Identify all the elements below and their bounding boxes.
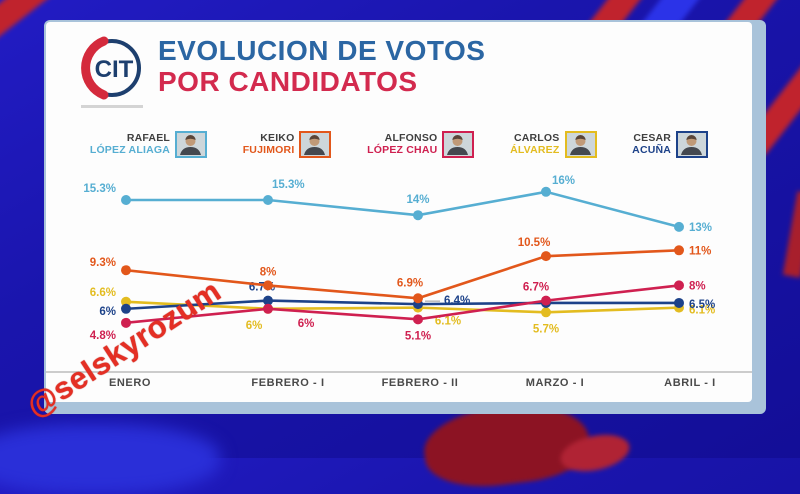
- candidate-photo: [299, 130, 332, 158]
- chart-point-label: 5.7%: [533, 323, 559, 335]
- chart-dot: [674, 221, 684, 232]
- chart-dot: [541, 307, 551, 318]
- title-line-2: POR CANDIDATOS: [158, 65, 418, 97]
- chart-point-label: 6.6%: [90, 287, 116, 299]
- chart-dot: [674, 297, 684, 308]
- chart-point-label: 8%: [689, 280, 706, 292]
- chart-dot: [541, 295, 551, 306]
- legend-item-lopez-aliaga: RAFAEL LÓPEZ ALIAGA: [89, 130, 208, 158]
- chart-point-label: 8%: [260, 266, 277, 278]
- chart-point-label: 5.1%: [405, 330, 431, 342]
- chart-line: [126, 190, 680, 229]
- candidate-name: CESAR ACUÑA: [632, 131, 672, 156]
- x-axis-line: [46, 371, 752, 373]
- card-frame: CIT EVOLUCION DE VOTOS POR CANDIDATOS RA…: [44, 20, 766, 414]
- candidates-legend: RAFAEL LÓPEZ ALIAGA KEIKO FUJIMORI ALFON…: [46, 122, 752, 166]
- chart-point-label: 15.3%: [83, 183, 116, 195]
- chart-point-label: 6.5%: [689, 299, 715, 311]
- chart-dot: [121, 194, 131, 205]
- candidate-name: ALFONSO LÓPEZ CHAU: [367, 131, 438, 156]
- chart-dot: [674, 245, 684, 256]
- legend-item-fujimori: KEIKO FUJIMORI: [242, 130, 332, 158]
- candidate-name: RAFAEL LÓPEZ ALIAGA: [89, 131, 171, 156]
- x-tick-label: ENERO: [108, 377, 152, 389]
- chart-point-label: 6.4%: [444, 295, 470, 307]
- chart-point-label: 6%: [99, 306, 116, 318]
- background-blue-glow: [0, 424, 220, 494]
- background-stripe: [782, 191, 800, 278]
- chart-dot: [263, 295, 273, 306]
- chart-point-label: 9.3%: [90, 257, 116, 269]
- chart-dot: [413, 293, 423, 304]
- chart-point-label: 6.7%: [523, 282, 549, 294]
- chart-dot: [121, 296, 131, 307]
- line-chart: 15.3% 15.3% 14% 16% 13% 6.6% 6% 6.1% 5.7% 6.1% 6% 6…: [83, 175, 715, 343]
- chart-dot: [121, 303, 131, 314]
- legend-item-acuna: CESAR ACUÑA: [632, 130, 709, 158]
- x-tick-label: MARZO - I: [525, 377, 585, 389]
- chart-point-label: 10.5%: [518, 237, 551, 249]
- chart-dot: [674, 280, 684, 291]
- logo-caption: [81, 105, 143, 108]
- card-header: CIT EVOLUCION DE VOTOS POR CANDIDATOS: [46, 22, 752, 122]
- chart-point-label: 6.9%: [397, 277, 423, 289]
- cit-logo-icon: CIT: [81, 36, 141, 100]
- chart-point-label: 6.1%: [689, 305, 715, 317]
- chart-dot: [121, 265, 131, 276]
- chart-point-label: 6.1%: [435, 316, 461, 328]
- x-tick-label: ABRIL - I: [664, 377, 716, 389]
- chart-point-label: 4.8%: [90, 330, 116, 342]
- candidate-photo: [442, 130, 475, 158]
- candidate-name: KEIKO FUJIMORI: [242, 131, 295, 156]
- chart-dot: [263, 303, 273, 314]
- title-line-1: EVOLUCION DE VOTOS: [158, 35, 486, 66]
- chart-dot: [541, 251, 551, 262]
- svg-text:CIT: CIT: [95, 56, 134, 83]
- chart-point-label: 13%: [689, 222, 712, 234]
- chart-dot: [541, 186, 551, 197]
- x-axis-labels: ENERO FEBRERO - I FEBRERO - II MARZO - I…: [46, 377, 752, 397]
- chart-point-label: 11%: [689, 245, 711, 257]
- candidate-photo: [564, 130, 597, 158]
- chart-dot: [263, 280, 273, 291]
- chart-dot: [413, 314, 423, 325]
- x-tick-label: FEBRERO - II: [381, 377, 459, 389]
- chart-dot: [263, 194, 273, 205]
- chart-point-label: 15.3%: [272, 179, 305, 191]
- chart-point-label: 6%: [246, 320, 263, 332]
- chart-dot: [413, 210, 423, 221]
- x-tick-label: FEBRERO - I: [251, 377, 325, 389]
- chart-point-label: 14%: [406, 194, 429, 206]
- candidate-name: CARLOS ÁLVAREZ: [510, 131, 560, 156]
- cit-logo: CIT: [74, 34, 150, 118]
- candidate-photo: [676, 130, 709, 158]
- chart-card: CIT EVOLUCION DE VOTOS POR CANDIDATOS RA…: [46, 22, 752, 402]
- chart-point-label: 16%: [552, 175, 575, 187]
- candidate-photo: [175, 130, 208, 158]
- chart-point-label: 6%: [298, 318, 315, 330]
- legend-item-alvarez: CARLOS ÁLVAREZ: [510, 130, 597, 158]
- legend-item-lopez-chau: ALFONSO LÓPEZ CHAU: [367, 130, 475, 158]
- page-title: EVOLUCION DE VOTOS POR CANDIDATOS: [158, 35, 486, 98]
- chart-dot: [121, 317, 131, 328]
